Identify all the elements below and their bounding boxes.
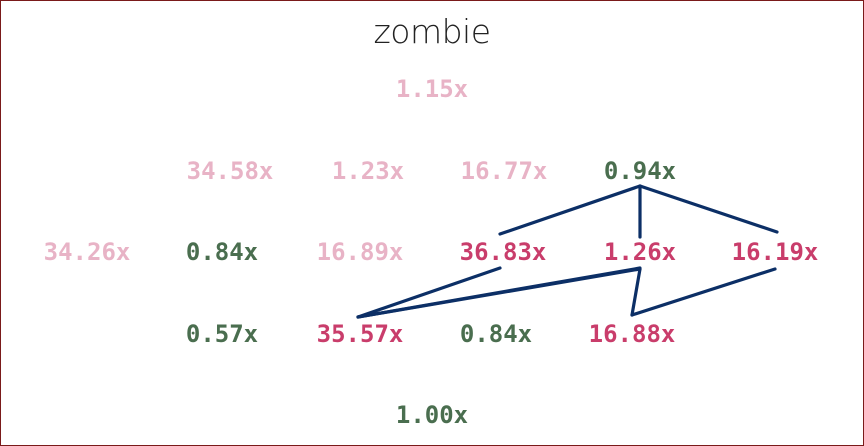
link-line-5 bbox=[630, 267, 642, 317]
node-r1-c1: 1.23x bbox=[331, 157, 405, 185]
node-r3-c2: 0.84x bbox=[459, 320, 533, 348]
node-r3-c3: 16.88x bbox=[588, 320, 676, 348]
node-r3-c1: 35.57x bbox=[316, 320, 404, 348]
diagram-title: zombie bbox=[373, 12, 491, 51]
node-r2-c2: 16.89x bbox=[316, 238, 404, 266]
link-line-0 bbox=[498, 184, 642, 236]
node-r0-c0: 1.15x bbox=[395, 75, 469, 103]
link-line-4 bbox=[356, 267, 642, 319]
node-r1-c0: 34.58x bbox=[186, 157, 274, 185]
link-line-2 bbox=[638, 184, 779, 234]
node-r2-c5: 16.19x bbox=[731, 238, 819, 266]
node-r2-c1: 0.84x bbox=[185, 238, 259, 266]
node-r3-c0: 0.57x bbox=[185, 320, 259, 348]
node-r2-c0: 34.26x bbox=[43, 238, 131, 266]
node-r4-c0: 1.00x bbox=[395, 401, 469, 429]
node-r1-c3: 0.94x bbox=[603, 157, 677, 185]
link-line-6 bbox=[630, 267, 777, 317]
node-r1-c2: 16.77x bbox=[460, 157, 548, 185]
link-line-extra bbox=[356, 266, 502, 319]
node-r2-c3: 36.83x bbox=[459, 238, 547, 266]
node-r2-c4: 1.26x bbox=[603, 238, 677, 266]
